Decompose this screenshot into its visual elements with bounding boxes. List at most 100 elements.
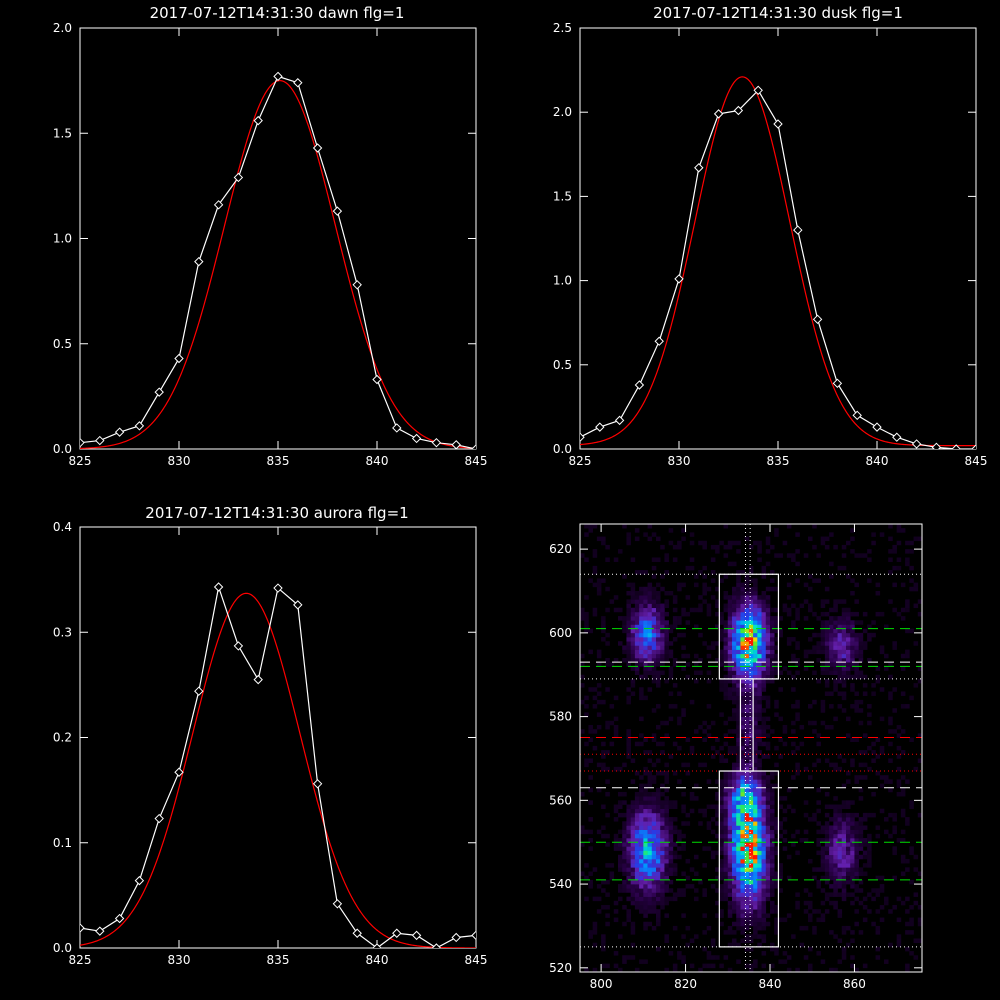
heatmap-cell — [660, 875, 665, 881]
heatmap-cell — [647, 637, 653, 642]
heatmap-cell — [664, 779, 669, 784]
heatmap-cell — [850, 879, 855, 885]
heatmap-cell — [647, 812, 653, 818]
heatmap-cell — [833, 833, 838, 839]
heatmap-cell — [786, 582, 792, 588]
heatmap-cell — [900, 653, 906, 659]
heatmap-cell — [601, 942, 606, 948]
heatmap-cell — [900, 854, 906, 860]
y-tick-label: 560 — [549, 793, 572, 807]
heatmap-cell — [854, 645, 859, 650]
heatmap-cell — [656, 863, 661, 868]
heatmap-cell — [824, 791, 830, 797]
heatmap-cell — [753, 670, 758, 676]
heatmap-cell — [630, 900, 636, 906]
heatmap-cell — [854, 708, 859, 713]
heatmap-cell — [732, 858, 737, 864]
heatmap-cell — [605, 557, 610, 562]
heatmap-cell — [757, 779, 762, 784]
heatmap-cell — [803, 766, 809, 772]
heatmap-cell — [681, 846, 686, 851]
heatmap-cell — [824, 854, 830, 860]
heatmap-cell — [601, 833, 606, 839]
heatmap-cell — [850, 825, 855, 830]
heatmap-cell — [888, 812, 893, 818]
heatmap-cell — [744, 582, 750, 588]
heatmap-cell — [867, 854, 872, 860]
heatmap-cell — [630, 599, 636, 604]
heatmap-cell — [888, 741, 893, 747]
heatmap-cell — [765, 779, 771, 784]
heatmap-cell — [694, 783, 699, 789]
heatmap-cell — [656, 603, 661, 609]
heatmap-cell — [770, 838, 775, 843]
heatmap-cell — [761, 678, 767, 684]
heatmap-cell — [685, 875, 691, 881]
heatmap-cell — [727, 817, 733, 822]
heatmap-cell — [791, 553, 796, 558]
heatmap-cell — [841, 708, 847, 713]
heatmap-cell — [660, 812, 665, 818]
heatmap-cell — [761, 925, 767, 931]
heatmap-cell — [744, 595, 750, 600]
heatmap-cell — [698, 595, 703, 600]
heatmap-cell — [668, 528, 674, 533]
heatmap-cell — [850, 528, 855, 533]
heatmap-cell — [732, 808, 737, 814]
heatmap-cell — [841, 611, 847, 617]
heatmap-cell — [677, 846, 682, 851]
heatmap-cell — [761, 724, 767, 730]
heatmap-cell — [854, 863, 859, 868]
heatmap-cell — [719, 754, 724, 759]
heatmap-cell — [605, 963, 610, 969]
heatmap-cell — [651, 624, 657, 629]
data-point — [134, 875, 145, 886]
heatmap-cell — [668, 854, 674, 860]
heatmap-cell — [660, 871, 665, 876]
heatmap-cell — [850, 863, 855, 868]
heatmap-cell — [829, 620, 834, 625]
heatmap-cell — [677, 544, 682, 550]
heatmap-cell — [833, 678, 838, 684]
heatmap-cell — [626, 875, 631, 881]
heatmap-cell — [846, 867, 851, 872]
heatmap-cell — [681, 645, 686, 650]
heatmap-cell — [715, 624, 720, 629]
heatmap-cell — [753, 758, 758, 763]
heatmap-cell — [736, 595, 741, 600]
heatmap-cell — [770, 829, 775, 835]
heatmap-cell — [858, 900, 864, 906]
heatmap-cell — [592, 582, 598, 588]
heatmap-cell — [639, 838, 644, 843]
heatmap-cell — [634, 649, 640, 655]
heatmap-cell — [584, 695, 589, 701]
heatmap-cell — [596, 691, 602, 696]
heatmap-cell — [753, 662, 758, 667]
heatmap-cell — [748, 662, 754, 667]
heatmap-cell — [888, 833, 893, 839]
heatmap-cell — [677, 632, 682, 638]
heatmap-cell — [740, 821, 745, 826]
heatmap-cell — [639, 804, 644, 810]
heatmap-cell — [770, 817, 775, 822]
heatmap-cell — [740, 620, 745, 625]
heatmap-cell — [757, 871, 762, 876]
heatmap-cell — [740, 691, 745, 696]
heatmap-cell — [622, 850, 627, 856]
heatmap-cell — [639, 674, 644, 680]
heatmap-cell — [727, 775, 733, 780]
heatmap-cell — [626, 737, 631, 743]
heatmap-cell — [664, 863, 669, 868]
heatmap-cell — [854, 737, 859, 743]
heatmap-cell — [871, 750, 876, 755]
heatmap-cell — [879, 884, 885, 889]
heatmap-cell — [854, 871, 859, 876]
heatmap-cell — [740, 662, 745, 667]
heatmap-cell — [689, 540, 695, 546]
heatmap-cell — [664, 812, 669, 818]
heatmap-cell — [715, 611, 720, 617]
data-point — [154, 813, 164, 824]
heatmap-cell — [613, 607, 619, 613]
heatmap-cell — [715, 913, 720, 918]
heatmap-cell — [613, 846, 619, 851]
